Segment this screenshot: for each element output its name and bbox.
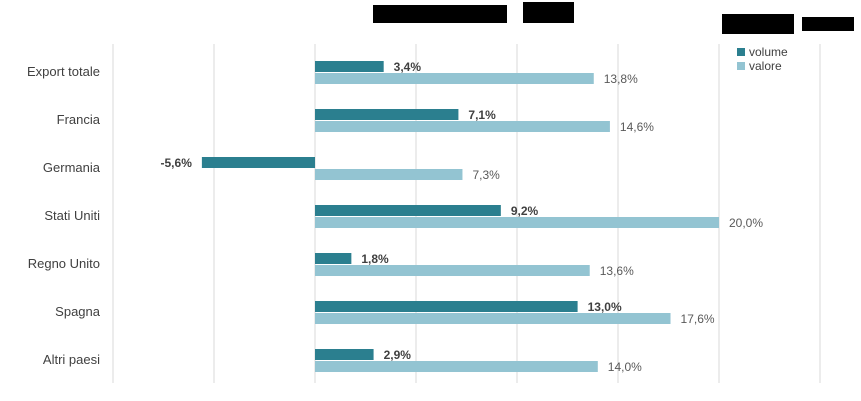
- bar-volume: [201, 157, 315, 168]
- data-label-volume: 7,1%: [468, 108, 496, 122]
- category-label: Stati Uniti: [44, 208, 100, 223]
- data-label-valore: 13,8%: [604, 72, 638, 86]
- data-label-valore: 14,0%: [608, 360, 642, 374]
- legend-swatch-valore: [737, 62, 745, 70]
- category-label: Francia: [57, 112, 101, 127]
- bar-valore: [315, 73, 594, 84]
- redacted-legend-header-2: [802, 17, 854, 31]
- bar-volume: [315, 301, 578, 312]
- data-label-volume: 13,0%: [588, 300, 622, 314]
- category-label: Export totale: [27, 64, 100, 79]
- bar-volume: [315, 349, 374, 360]
- bar-valore: [315, 313, 671, 324]
- bar-volume: [315, 61, 384, 72]
- redacted-legend-header-1: [722, 14, 794, 34]
- bar-valore: [315, 265, 590, 276]
- bar-valore: [315, 121, 610, 132]
- bar-valore: [315, 217, 719, 228]
- data-label-volume: -5,6%: [161, 156, 193, 170]
- data-label-valore: 17,6%: [681, 312, 715, 326]
- bar-valore: [315, 169, 463, 180]
- legend-label-volume: volume: [749, 45, 788, 59]
- category-label: Regno Unito: [28, 256, 100, 271]
- data-label-volume: 9,2%: [511, 204, 539, 218]
- legend-label-valore: valore: [749, 59, 782, 73]
- category-label: Germania: [43, 160, 101, 175]
- bar-volume: [315, 253, 352, 264]
- data-label-valore: 20,0%: [729, 216, 763, 230]
- legend-swatch-volume: [737, 48, 745, 56]
- bar-valore: [315, 361, 598, 372]
- bar-volume: [315, 109, 459, 120]
- redacted-title-block-1: [373, 5, 507, 23]
- data-label-valore: 7,3%: [472, 168, 500, 182]
- data-label-volume: 3,4%: [394, 60, 422, 74]
- category-label: Altri paesi: [43, 352, 100, 367]
- redacted-title-block-2: [523, 2, 574, 23]
- category-label: Spagna: [55, 304, 101, 319]
- bar-volume: [315, 205, 501, 216]
- data-label-valore: 14,6%: [620, 120, 654, 134]
- data-label-volume: 1,8%: [361, 252, 389, 266]
- data-label-valore: 13,6%: [600, 264, 634, 278]
- data-label-volume: 2,9%: [384, 348, 412, 362]
